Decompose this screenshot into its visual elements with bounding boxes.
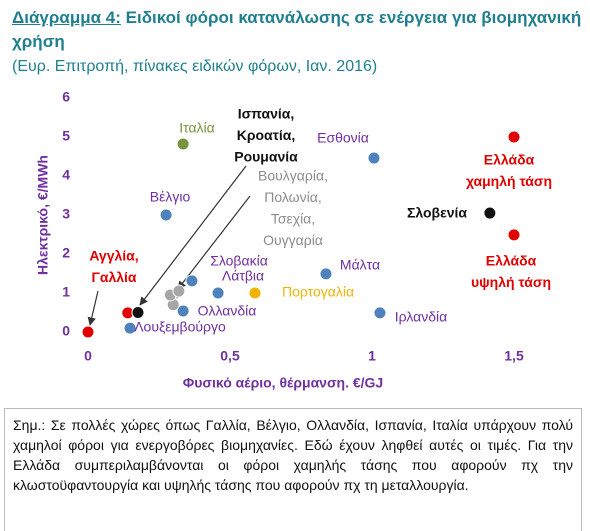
point xyxy=(211,286,225,300)
y-tick-label: 4 xyxy=(62,167,70,183)
point-label: Κροατία, xyxy=(237,127,296,143)
point-label: Ελλάδα xyxy=(484,152,535,168)
point xyxy=(507,228,521,242)
point-label: Ουγγαρία xyxy=(263,232,323,248)
point-label: Πορτογαλία xyxy=(282,284,354,300)
point xyxy=(176,304,190,318)
title-label: Διάγραμμα 4: xyxy=(12,8,121,27)
point-label: χαμηλή τάση xyxy=(466,173,552,189)
point-label: Ρουμανία xyxy=(234,149,298,165)
point xyxy=(248,286,262,300)
point xyxy=(123,321,137,335)
point-label: Σλοβενία xyxy=(407,205,467,221)
x-tick-label: 1 xyxy=(368,348,376,364)
point xyxy=(373,306,387,320)
y-tick-label: 1 xyxy=(62,284,70,300)
y-tick-label: 0 xyxy=(62,323,70,339)
point-label: Λάτβια xyxy=(222,268,264,284)
point-label: υψηλή τάση xyxy=(471,274,551,290)
point xyxy=(319,267,333,281)
point-label: Αγγλία, xyxy=(89,248,138,264)
point xyxy=(185,274,199,288)
x-axis-label: Φυσικό αέριο, θέρμανση. €/GJ xyxy=(183,375,383,391)
point-label: Βέλγιο xyxy=(150,189,191,205)
point xyxy=(507,130,521,144)
y-tick-label: 5 xyxy=(62,128,70,144)
point-label: Σλοβακία xyxy=(210,253,268,269)
point-label: Ολλανδία xyxy=(198,303,257,319)
y-tick-label: 6 xyxy=(62,89,70,105)
point-label: Ιρλανδία xyxy=(395,309,447,325)
x-tick-label: 0 xyxy=(84,348,92,364)
point-label: Μάλτα xyxy=(340,257,380,273)
point xyxy=(172,284,186,298)
point-label: Λουξεμβούργο xyxy=(134,319,226,335)
point xyxy=(159,208,173,222)
point xyxy=(367,151,381,165)
point-label: Ιταλία xyxy=(179,120,215,136)
point xyxy=(176,137,190,151)
chart-title: Διάγραμμα 4: Ειδικοί φόροι κατανάλωσης σ… xyxy=(12,6,582,54)
point-label: Εσθονία xyxy=(317,130,369,146)
arrow xyxy=(139,165,247,306)
point-label: Ελλάδα xyxy=(486,253,537,269)
point xyxy=(81,325,95,339)
point-label: Βουλγαρία, xyxy=(258,168,328,184)
arrow xyxy=(177,195,251,290)
y-tick-label: 3 xyxy=(62,206,70,222)
point-label: Πολωνία, xyxy=(264,189,321,205)
x-tick-label: 0,5 xyxy=(220,348,240,364)
point-label: Ισπανία, xyxy=(238,106,295,122)
point-label: Γαλλία xyxy=(91,269,136,285)
y-tick-label: 2 xyxy=(62,245,70,261)
arrow xyxy=(87,290,99,326)
note: Σημ.: Σε πολλές χώρες όπως Γαλλία, Βέλγι… xyxy=(4,408,582,531)
subtitle: (Ευρ. Επιτροπή, πίνακες ειδικών φόρων, Ι… xyxy=(12,58,378,75)
point xyxy=(483,206,497,220)
point-label: Τσεχία, xyxy=(271,211,315,227)
point xyxy=(131,306,145,319)
y-axis-label: Ηλεκτρικό, €/MWh xyxy=(35,155,51,275)
title-text: Ειδικοί φόροι κατανάλωσης σε ενέργεια γι… xyxy=(12,8,582,51)
x-tick-label: 1,5 xyxy=(504,348,524,364)
